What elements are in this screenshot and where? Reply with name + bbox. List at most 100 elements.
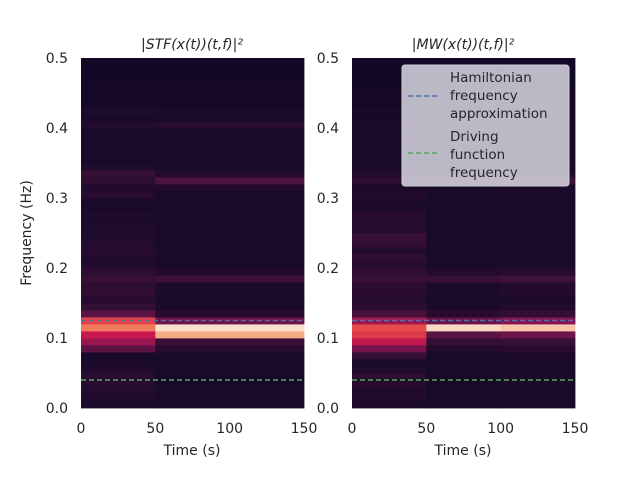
heatmap-cell — [426, 303, 502, 311]
heatmap-cell — [155, 191, 305, 199]
heatmap-cell — [426, 268, 502, 276]
y-tick-label: 0.0 — [46, 401, 68, 417]
heatmap-cell — [426, 219, 502, 227]
heatmap-cell — [500, 310, 576, 318]
heatmap-cell — [352, 149, 427, 157]
heatmap-cell — [500, 352, 576, 360]
heatmap-cell — [352, 79, 427, 87]
heatmap-cell — [352, 177, 427, 185]
heatmap-cell — [81, 191, 156, 199]
heatmap-cell — [155, 338, 305, 346]
heatmap-cell — [352, 212, 427, 220]
heatmap-cell — [155, 282, 305, 290]
heatmap-cell — [155, 401, 305, 409]
heatmap-cell — [155, 79, 305, 87]
heatmap-cell — [81, 100, 156, 108]
heatmap-cell — [155, 142, 305, 150]
heatmap-cell — [352, 373, 427, 381]
heatmap-cell — [155, 261, 305, 269]
heatmap-cell — [500, 296, 576, 304]
heatmap-cell — [500, 338, 576, 346]
heatmap-cell — [500, 345, 576, 353]
heatmap-cell — [352, 240, 427, 248]
heatmap-cell — [155, 100, 305, 108]
mw-title: |MW(x(t))(t,f)|² — [412, 37, 515, 53]
heatmap-cell — [81, 107, 156, 115]
heatmap-cell — [426, 366, 502, 374]
mw-panel: 0 50 100 150 0.0 0.1 0.2 0.3 0.4 0.5 |MW(x(t))(t… — [317, 37, 589, 459]
heatmap-cell — [352, 380, 427, 388]
heatmap-cell — [81, 394, 156, 402]
heatmap-cell — [155, 128, 305, 136]
heatmap-cell — [500, 394, 576, 402]
heatmap-cell — [81, 233, 156, 241]
heatmap-cell — [155, 177, 305, 185]
heatmap-cell — [81, 317, 156, 325]
heatmap-cell — [426, 226, 502, 234]
heatmap-cell — [155, 163, 305, 171]
heatmap-cell — [352, 86, 427, 94]
heatmap-cell — [500, 226, 576, 234]
heatmap-cell — [81, 198, 156, 206]
heatmap-cell — [155, 86, 305, 94]
heatmap-cell — [155, 359, 305, 367]
heatmap-cell — [155, 149, 305, 157]
heatmap-cell — [352, 100, 427, 108]
heatmap-cell — [500, 275, 576, 283]
heatmap-cell — [81, 338, 156, 346]
heatmap-cell — [155, 289, 305, 297]
stft-y-ticks: 0.0 0.1 0.2 0.3 0.4 0.5 — [46, 51, 68, 417]
heatmap-cell — [81, 72, 156, 80]
heatmap-cell — [155, 331, 305, 339]
heatmap-cell — [81, 205, 156, 213]
heatmap-cell — [81, 156, 156, 164]
heatmap-cell — [155, 93, 305, 101]
y-tick-label: 0.2 — [46, 261, 68, 277]
heatmap-cell — [81, 261, 156, 269]
heatmap-cell — [352, 163, 427, 171]
heatmap-cell — [500, 380, 576, 388]
heatmap-cell — [426, 324, 502, 332]
heatmap-cell — [81, 79, 156, 87]
heatmap-cell — [155, 114, 305, 122]
heatmap-cell — [352, 219, 427, 227]
y-tick-label: 0.4 — [46, 121, 68, 137]
heatmap-cell — [352, 191, 427, 199]
heatmap-cell — [81, 177, 156, 185]
stft-panel: 0 50 100 150 0.0 0.1 0.2 0.3 0.4 0.5 |STF(x(t))(… — [46, 37, 318, 459]
heatmap-cell — [352, 366, 427, 374]
heatmap-cell — [155, 324, 305, 332]
mw-x-ticks: 0 50 100 150 — [348, 421, 589, 437]
heatmap-cell — [155, 240, 305, 248]
heatmap-cell — [352, 394, 427, 402]
heatmap-cell — [500, 289, 576, 297]
heatmap-cell — [426, 380, 502, 388]
heatmap-cell — [426, 191, 502, 199]
heatmap-cell — [81, 65, 156, 73]
heatmap-cell — [81, 324, 156, 332]
heatmap-cell — [352, 261, 427, 269]
heatmap-cell — [155, 373, 305, 381]
mw-y-ticks: 0.0 0.1 0.2 0.3 0.4 0.5 — [317, 51, 339, 417]
heatmap-cell — [352, 268, 427, 276]
x-tick-label: 0 — [77, 421, 86, 437]
heatmap-cell — [81, 366, 156, 374]
heatmap-cell — [81, 352, 156, 360]
heatmap-cell — [352, 303, 427, 311]
heatmap-cell — [81, 282, 156, 290]
heatmap-cell — [155, 366, 305, 374]
heatmap-cell — [500, 247, 576, 255]
heatmap-cell — [426, 338, 502, 346]
heatmap-cell — [352, 114, 427, 122]
heatmap-cell — [81, 219, 156, 227]
heatmap-cell — [426, 387, 502, 395]
stft-x-axis-label: Time (s) — [163, 443, 221, 459]
heatmap-cell — [155, 233, 305, 241]
stft-title: |STF(x(t))(t,f)|² — [141, 37, 243, 53]
y-tick-label: 0.2 — [317, 261, 339, 277]
heatmap-cell — [81, 331, 156, 339]
heatmap-cell — [155, 310, 305, 318]
heatmap-cell — [426, 184, 502, 192]
x-tick-label: 100 — [216, 421, 243, 437]
heatmap-cell — [426, 212, 502, 220]
